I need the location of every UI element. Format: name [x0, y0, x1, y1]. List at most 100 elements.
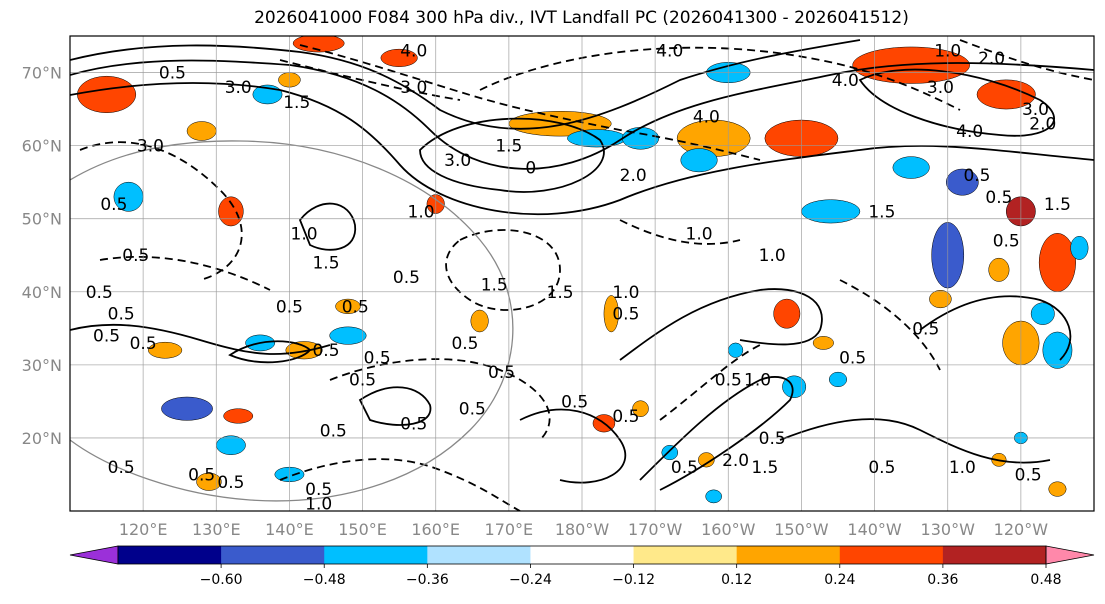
colorbar-swatch [839, 546, 944, 564]
contour-label: 0.5 [108, 305, 135, 325]
colorbar-swatch [118, 546, 222, 564]
shaded-region [335, 298, 361, 314]
contour-label: 0.5 [342, 297, 369, 317]
contour-line [70, 59, 1094, 170]
contour-label: 1.5 [312, 254, 339, 274]
contour-label: 4.0 [400, 42, 427, 62]
lon-tick-label: 150°W [774, 520, 829, 539]
contour-label: 0.5 [839, 349, 866, 369]
colorbar-extend-low [69, 545, 119, 565]
contour-line [919, 295, 1072, 361]
contour-line [639, 376, 794, 491]
contour-label: 1.5 [283, 93, 310, 113]
contour-label: 0.5 [715, 370, 742, 390]
contour-label: 0.5 [130, 334, 157, 354]
contour-label: 0.5 [488, 363, 515, 383]
shaded-region [812, 336, 834, 350]
colorbar-tick-label: −0.60 [200, 572, 243, 588]
contour-line [519, 408, 627, 484]
lon-tick-label: 130°W [921, 520, 976, 539]
colorbar-tick-label: 0.36 [927, 572, 958, 588]
contour-line [298, 202, 356, 251]
shaded-region [285, 341, 323, 360]
contour-label: 0.5 [93, 327, 120, 347]
contour-line-dashed [839, 279, 941, 371]
contour-label: 0.5 [759, 429, 786, 449]
shaded-region [470, 309, 489, 333]
contour-line-dashed [279, 458, 521, 511]
range-circle [70, 140, 514, 502]
contour-label: 1.0 [759, 246, 786, 266]
contour-line [858, 68, 1055, 137]
contour-line [779, 418, 1051, 464]
lon-tick-label: 170°W [628, 520, 683, 539]
chart-title: 2026041000 F084 300 hPa div., IVT Landfa… [254, 8, 909, 28]
lon-tick-label: 160°W [701, 520, 756, 539]
contour-label: 0.5 [561, 392, 588, 412]
lon-tick-label: 120°W [994, 520, 1049, 539]
contour-label: 1.5 [751, 458, 778, 478]
contour-label: 0.5 [108, 458, 135, 478]
shaded-region [1070, 235, 1089, 260]
colorbar-tick-label: −0.48 [303, 572, 346, 588]
lat-tick-label: 40°N [22, 283, 62, 302]
contour-line [619, 288, 823, 361]
contour-label: 2.0 [1029, 115, 1056, 135]
contour-label: 0.5 [100, 195, 127, 215]
contour-label: 0.5 [188, 465, 215, 485]
shaded-region [216, 435, 246, 455]
lon-tick-label: 130°E [192, 520, 241, 539]
contour-label: 1.0 [686, 224, 713, 244]
lon-tick-label: 120°E [119, 520, 168, 539]
contour-line [70, 39, 861, 130]
contour-label: 4.0 [693, 107, 720, 127]
colorbar-tick-label: −0.12 [612, 572, 655, 588]
lat-tick-label: 30°N [22, 356, 62, 375]
contour-label: 3.0 [1022, 100, 1049, 120]
contour-line-dashed [299, 44, 761, 161]
contour-line [70, 323, 331, 355]
colorbar-swatch [221, 546, 325, 564]
contour-line-dashed [445, 229, 561, 311]
lat-tick-label: 50°N [22, 210, 62, 229]
contour-label: 0.5 [276, 297, 303, 317]
shaded-region [196, 472, 222, 491]
shaded-region [661, 444, 679, 461]
contour-label: 0.5 [364, 349, 391, 369]
contour-label: 3.0 [927, 78, 954, 98]
shaded-region [892, 156, 930, 179]
colorbar-swatch [633, 546, 738, 564]
contour-label: 1.0 [949, 458, 976, 478]
lon-tick-label: 140°E [265, 520, 314, 539]
shaded-region [929, 290, 952, 309]
contour-label: 4.0 [956, 122, 983, 142]
colorbar-swatch [942, 546, 1047, 564]
contour-line-dashed [479, 46, 961, 111]
colorbar-swatch [530, 546, 635, 564]
contour-label: 0.5 [400, 414, 427, 434]
contour-label: 0.5 [963, 166, 990, 186]
shaded-region [218, 196, 244, 227]
contour-label: 0.5 [868, 458, 895, 478]
contour-line-dashed [659, 344, 761, 421]
shaded-region [632, 400, 649, 417]
lon-tick-label: 160°E [411, 520, 460, 539]
shaded-region [1038, 233, 1076, 293]
contour-label: 0.5 [159, 64, 186, 84]
contour-label: 0.5 [451, 334, 478, 354]
lat-tick-label: 70°N [22, 64, 62, 83]
colorbar-swatch [736, 546, 841, 564]
lon-tick-label: 140°W [847, 520, 902, 539]
shaded-region [988, 257, 1010, 282]
contour-line [358, 386, 432, 426]
shaded-region [728, 342, 744, 358]
shaded-region [292, 36, 345, 53]
contour-label: 0.5 [320, 422, 347, 442]
shaded-region [186, 121, 217, 141]
shaded-region [1030, 302, 1055, 325]
contour-label: 0.5 [122, 246, 149, 266]
contour-label: 0.5 [671, 458, 698, 478]
contour-line [70, 82, 1094, 216]
contour-label: 1.5 [495, 137, 522, 157]
shaded-region [946, 168, 979, 196]
